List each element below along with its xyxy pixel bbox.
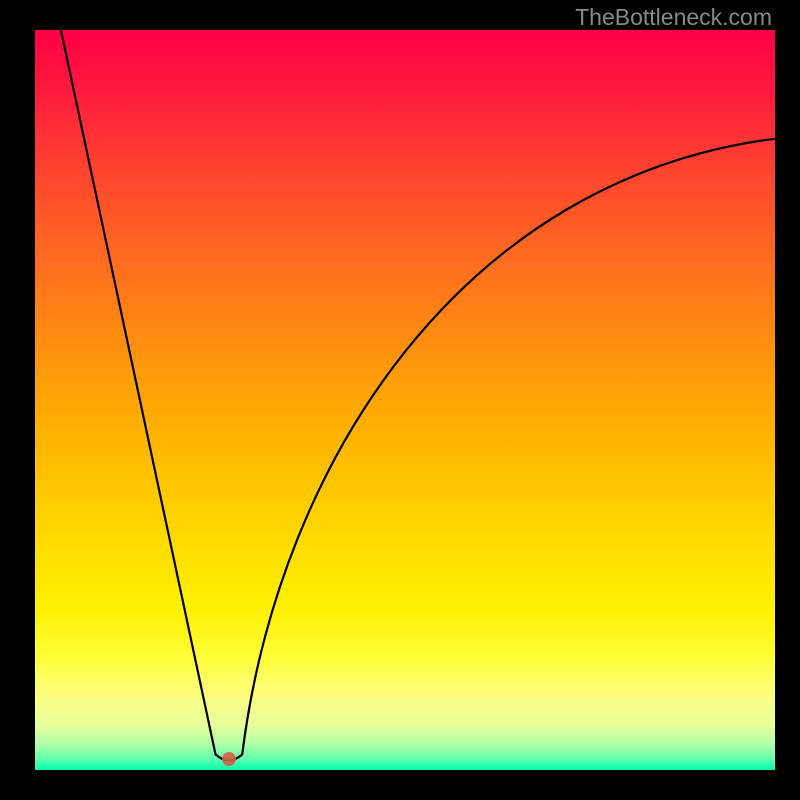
curve-layer: [35, 30, 775, 770]
watermark-text: TheBottleneck.com: [575, 4, 772, 31]
curve-path: [61, 30, 775, 760]
minimum-marker: [222, 752, 236, 766]
chart-container: TheBottleneck.com: [0, 0, 800, 800]
plot-area: [35, 30, 775, 770]
